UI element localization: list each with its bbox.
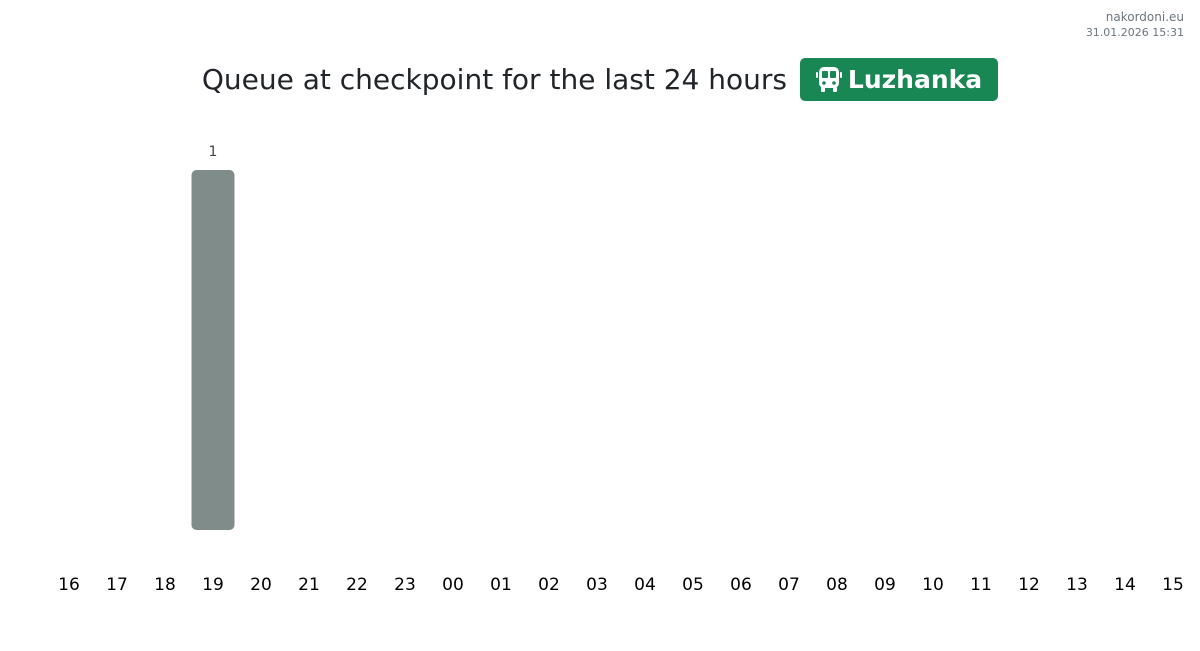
x-tick-label: 09 [874, 575, 896, 595]
x-tick-label: 16 [58, 575, 80, 595]
x-tick-label: 04 [634, 575, 656, 595]
x-tick-label: 00 [442, 575, 464, 595]
x-tick-label: 20 [250, 575, 272, 595]
x-tick-label: 22 [346, 575, 368, 595]
x-tick-label: 23 [394, 575, 416, 595]
x-tick-label: 06 [730, 575, 752, 595]
brand: nakordoni.eu 31.01.2026 15:31 [1086, 9, 1184, 41]
chart-title: Queue at checkpoint for the last 24 hour… [0, 58, 1200, 102]
timestamp: 31.01.2026 15:31 [1085, 26, 1184, 39]
data-label: 1 [209, 144, 218, 160]
x-tick-label: 02 [538, 575, 560, 595]
x-tick-label: 05 [682, 575, 704, 595]
site-name: nakordoni.eu [1105, 10, 1184, 24]
checkpoint-name: Luzhanka [847, 64, 983, 94]
x-tick-label: 01 [490, 575, 512, 595]
x-tick-label: 14 [1114, 575, 1136, 595]
x-tick-label: 19 [202, 575, 224, 595]
x-tick-label: 07 [778, 575, 800, 595]
bus-icon [815, 66, 842, 92]
x-tick-label: 03 [586, 575, 608, 595]
x-tick-label: 13 [1066, 575, 1088, 595]
title-text: Queue at checkpoint for the last 24 hour… [201, 63, 787, 96]
x-tick-label: 12 [1018, 575, 1040, 595]
x-tick-label: 10 [922, 575, 944, 595]
x-tick-label: 21 [298, 575, 320, 595]
bar [191, 170, 235, 530]
checkpoint-badge: Luzhanka [799, 58, 999, 101]
x-tick-label: 15 [1162, 575, 1184, 595]
x-tick-label: 11 [970, 575, 992, 595]
x-tick-label: 08 [826, 575, 848, 595]
x-tick-label: 17 [106, 575, 128, 595]
x-tick-label: 18 [154, 575, 176, 595]
